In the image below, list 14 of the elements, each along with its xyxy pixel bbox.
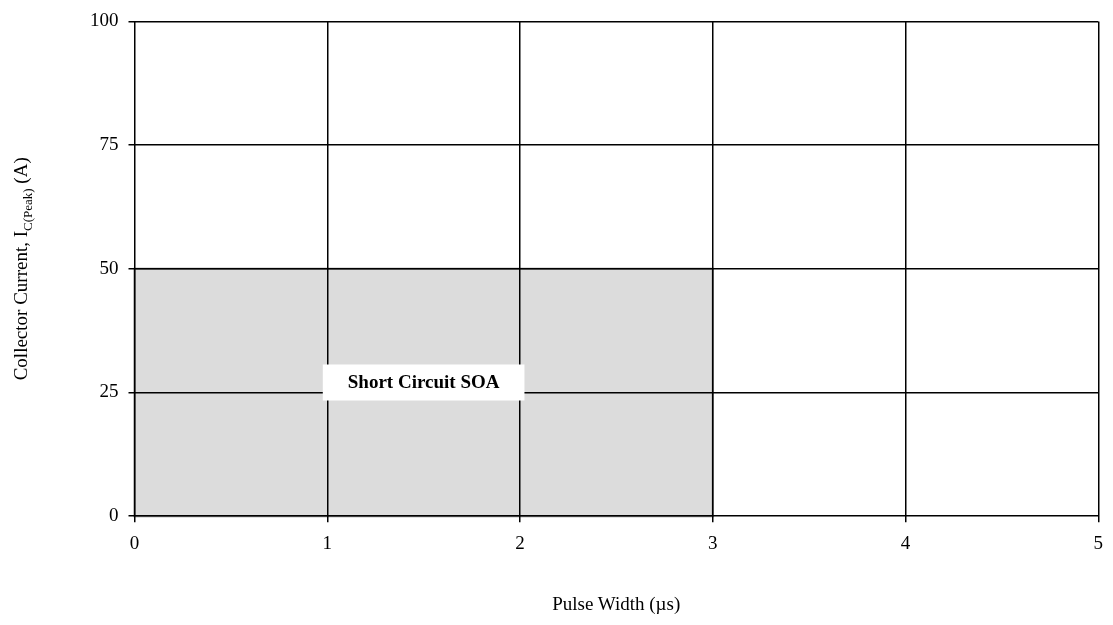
x-tick-label: 1 bbox=[322, 531, 332, 553]
x-tick-label: 2 bbox=[515, 531, 525, 553]
y-tick-label: 50 bbox=[99, 256, 119, 278]
y-tick-label: 0 bbox=[109, 504, 119, 526]
x-tick-label: 4 bbox=[900, 531, 911, 553]
y-tick-label: 100 bbox=[90, 9, 119, 31]
annotation: Short Circuit SOA bbox=[347, 370, 500, 392]
y-tick-label: 75 bbox=[99, 133, 119, 155]
x-tick-label: 5 bbox=[1093, 531, 1103, 553]
x-tick-label: 0 bbox=[129, 531, 140, 553]
y-axis-title: Collector Current, IC(Peak) (A) bbox=[9, 157, 36, 381]
x-tick-label: 3 bbox=[708, 531, 718, 553]
y-tick-label: 25 bbox=[99, 380, 119, 402]
x-axis-title: Pulse Width (µs) bbox=[552, 592, 681, 615]
